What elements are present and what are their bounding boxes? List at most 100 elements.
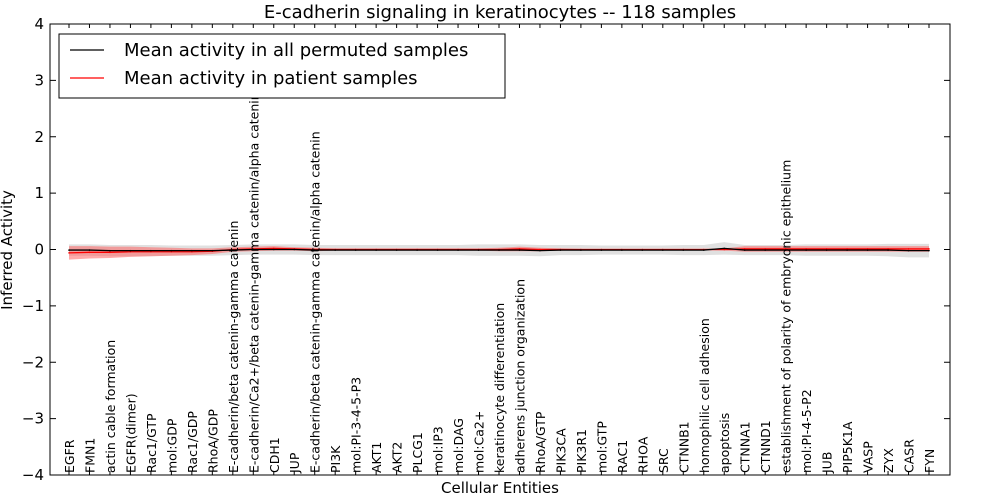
x-tick-label: mol:PI-3-4-5-P3 <box>349 377 364 473</box>
data-point-patient <box>539 248 541 251</box>
data-point-permuted <box>395 249 398 251</box>
data-point-patient <box>129 250 132 253</box>
data-point-patient <box>170 250 173 253</box>
data-point-permuted <box>682 249 685 251</box>
data-point-permuted <box>743 249 746 251</box>
legend-label: Mean activity in all permuted samples <box>124 40 468 61</box>
x-tick-label: RHOA <box>635 436 650 473</box>
x-tick-label: mol:DAG <box>451 418 466 473</box>
data-point-permuted <box>375 249 377 251</box>
data-point-patient <box>928 248 930 250</box>
data-point-permuted <box>416 249 418 251</box>
data-point-patient <box>109 251 111 254</box>
x-tick-label: PI3K <box>328 445 343 473</box>
data-point-permuted <box>272 248 275 251</box>
data-point-patient <box>743 248 746 250</box>
x-tick-label: JUP <box>287 452 302 474</box>
data-point-permuted <box>129 249 132 252</box>
legend-box <box>58 33 506 99</box>
y-tick-label: −1 <box>22 297 44 315</box>
y-tick-label: 2 <box>34 128 44 146</box>
x-tick-label: mol:Ca2+ <box>472 411 487 473</box>
data-point-permuted <box>887 249 889 251</box>
y-tick-label: 0 <box>34 241 44 259</box>
x-tick-label: mol:PI-4-5-P2 <box>799 389 814 473</box>
x-tick-label: PLCG1 <box>410 432 425 473</box>
x-tick-label: RhoA/GTP <box>533 411 548 473</box>
data-point-patient <box>68 252 70 254</box>
x-tick-label: Rac1/GDP <box>185 411 200 473</box>
data-point-permuted <box>825 249 828 251</box>
data-point-patient <box>887 248 889 250</box>
x-tick-label: actin cable formation <box>103 340 118 473</box>
data-point-permuted <box>662 249 664 251</box>
x-tick-label: PIK3CA <box>553 428 568 473</box>
x-tick-label: PIP5K1A <box>840 421 855 473</box>
data-point-permuted <box>518 249 521 251</box>
data-point-permuted <box>211 249 214 252</box>
y-tick-label: 1 <box>34 184 44 202</box>
data-point-permuted <box>150 249 152 252</box>
x-tick-label: RAC1 <box>615 440 630 473</box>
x-tick-label: CASR <box>902 439 917 473</box>
data-point-permuted <box>928 249 930 252</box>
x-tick-label: ZYX <box>881 448 896 473</box>
x-tick-label: mol:GDP <box>164 418 179 473</box>
x-tick-label: apoptosis <box>717 413 732 473</box>
data-point-permuted <box>436 249 439 251</box>
data-point-permuted <box>109 249 111 252</box>
data-point-patient <box>866 248 869 250</box>
x-tick-label: adherens junction organization <box>512 279 527 473</box>
x-tick-label: keratinocyte differentiation <box>492 303 507 473</box>
x-tick-label: E-cadherin/beta catenin-gamma catenin <box>226 221 241 473</box>
y-axis: −4 −3 −2 −1 0 1 2 3 4 <box>22 15 950 484</box>
legend: Mean activity in all permuted samples Mea… <box>58 33 506 99</box>
x-tick-label: EGFR <box>62 439 77 473</box>
data-point-permuted <box>764 249 766 251</box>
data-point-patient <box>150 250 152 253</box>
x-tick-label: CTNNA1 <box>738 421 753 473</box>
data-point-permuted <box>232 249 234 251</box>
x-tick-label: VASP <box>861 441 876 473</box>
data-point-permuted <box>600 249 603 251</box>
data-point-patient <box>825 248 828 250</box>
data-point-permuted <box>191 249 193 252</box>
x-tick-label: establishment of polarity of embryonic e… <box>779 160 794 473</box>
data-point-permuted <box>702 249 705 251</box>
y-tick-label: 4 <box>34 15 44 33</box>
x-tick-label: FMN1 <box>82 438 97 473</box>
data-point-permuted <box>334 249 336 251</box>
data-point-patient <box>191 250 193 253</box>
data-point-patient <box>784 248 787 250</box>
y-axis-label: Inferred Activity <box>0 190 16 310</box>
data-point-permuted <box>805 249 807 251</box>
x-axis-label: Cellular Entities <box>441 479 559 497</box>
x-tick-label: CDH1 <box>267 437 282 473</box>
data-point-permuted <box>784 249 787 251</box>
series-lines <box>68 247 930 254</box>
data-point-patient <box>518 248 521 250</box>
data-point-permuted <box>723 247 726 250</box>
data-point-patient <box>723 248 726 251</box>
x-tick-label: mol:IP3 <box>431 426 446 473</box>
data-point-permuted <box>88 249 91 251</box>
data-point-permuted <box>580 249 582 251</box>
data-point-patient <box>846 248 848 250</box>
chart-title: E-cadherin signaling in keratinocytes --… <box>264 2 736 23</box>
data-point-permuted <box>354 249 357 251</box>
x-tick-label: SRC <box>656 448 671 473</box>
data-point-permuted <box>68 249 70 251</box>
data-point-permuted <box>621 249 623 251</box>
data-point-permuted <box>641 249 644 251</box>
data-point-permuted <box>846 249 848 251</box>
data-point-patient <box>272 247 275 250</box>
data-point-permuted <box>293 248 296 251</box>
x-tick-label: homophilic cell adhesion <box>697 318 712 473</box>
x-tick-label: EGFR(dimer) <box>123 393 138 473</box>
data-point-permuted <box>170 249 173 252</box>
x-tick-label: CTNNB1 <box>676 421 691 473</box>
data-point-permuted <box>866 249 869 251</box>
y-tick-label: 3 <box>34 71 44 89</box>
data-point-permuted <box>457 249 459 251</box>
